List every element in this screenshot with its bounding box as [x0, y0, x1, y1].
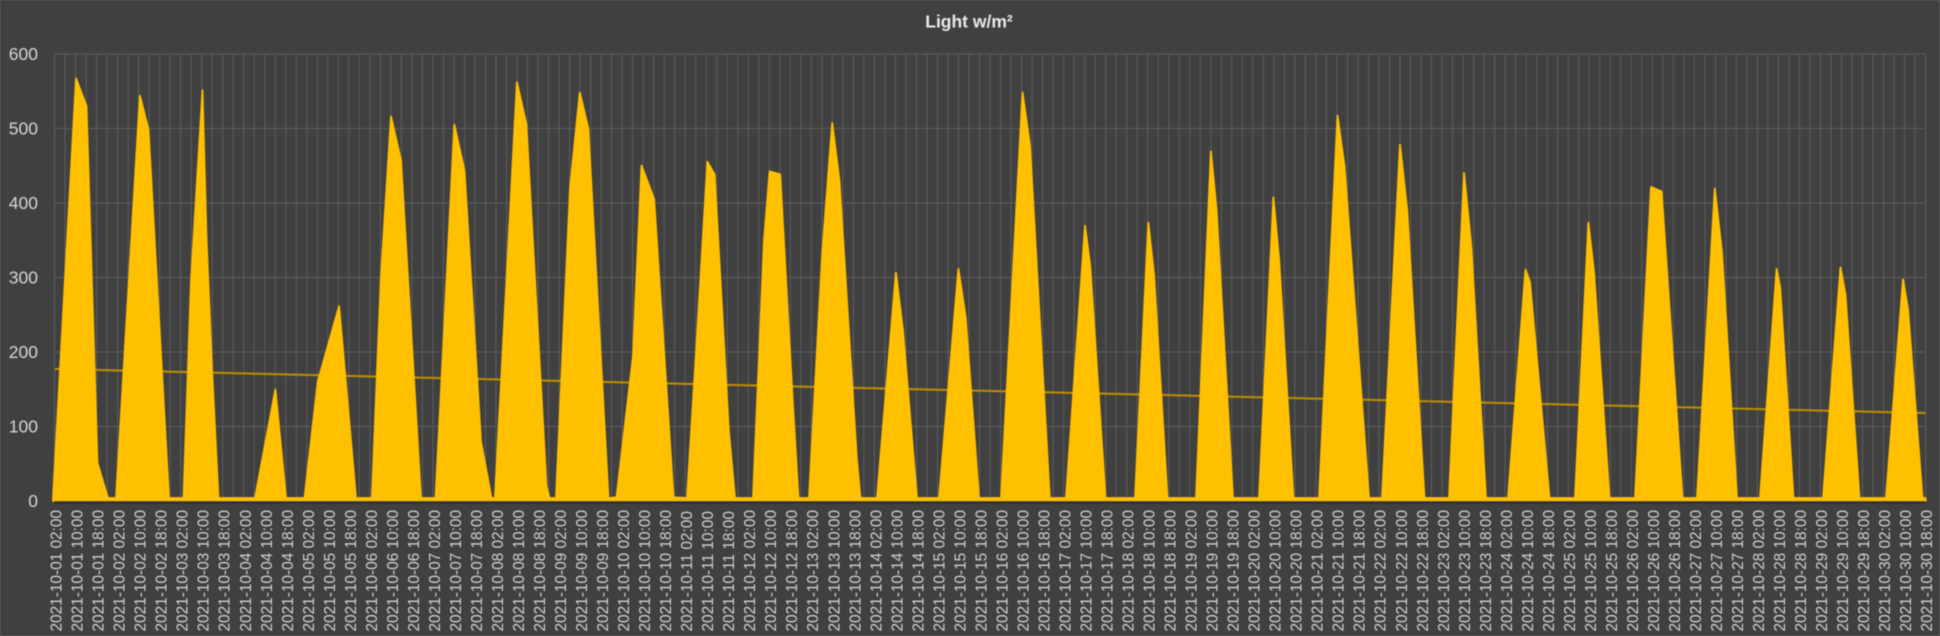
svg-text:2021-10-10 02:00: 2021-10-10 02:00 — [616, 510, 633, 632]
svg-text:2021-10-03 02:00: 2021-10-03 02:00 — [175, 510, 192, 632]
svg-text:2021-10-15 10:00: 2021-10-15 10:00 — [952, 510, 969, 632]
svg-text:2021-10-06 02:00: 2021-10-06 02:00 — [364, 510, 381, 632]
svg-text:2021-10-05 18:00: 2021-10-05 18:00 — [343, 510, 360, 632]
svg-text:2021-10-27 02:00: 2021-10-27 02:00 — [1688, 510, 1705, 632]
svg-text:2021-10-17 18:00: 2021-10-17 18:00 — [1100, 510, 1117, 632]
svg-text:2021-10-29 10:00: 2021-10-29 10:00 — [1835, 510, 1852, 632]
svg-text:2021-10-11 02:00: 2021-10-11 02:00 — [679, 511, 696, 631]
svg-text:2021-10-20 18:00: 2021-10-20 18:00 — [1289, 510, 1306, 632]
svg-text:2021-10-24 18:00: 2021-10-24 18:00 — [1541, 510, 1558, 632]
svg-text:2021-10-26 18:00: 2021-10-26 18:00 — [1667, 510, 1684, 632]
svg-text:2021-10-30 10:00: 2021-10-30 10:00 — [1898, 510, 1915, 632]
svg-text:2021-10-04 18:00: 2021-10-04 18:00 — [280, 510, 297, 632]
svg-text:2021-10-02 02:00: 2021-10-02 02:00 — [112, 510, 129, 632]
svg-text:2021-10-13 18:00: 2021-10-13 18:00 — [847, 510, 864, 632]
svg-text:2021-10-14 02:00: 2021-10-14 02:00 — [868, 510, 885, 632]
svg-text:2021-10-16 10:00: 2021-10-16 10:00 — [1015, 510, 1032, 632]
svg-text:2021-10-11 18:00: 2021-10-11 18:00 — [721, 511, 738, 631]
svg-text:2021-10-19 18:00: 2021-10-19 18:00 — [1226, 510, 1243, 632]
svg-text:2021-10-10 18:00: 2021-10-10 18:00 — [658, 510, 675, 632]
svg-text:2021-10-04 10:00: 2021-10-04 10:00 — [259, 510, 276, 632]
svg-text:2021-10-22 02:00: 2021-10-22 02:00 — [1373, 510, 1390, 632]
svg-text:2021-10-24 02:00: 2021-10-24 02:00 — [1499, 510, 1516, 632]
svg-text:2021-10-14 18:00: 2021-10-14 18:00 — [910, 510, 927, 632]
svg-text:2021-10-21 18:00: 2021-10-21 18:00 — [1352, 510, 1369, 632]
svg-text:2021-10-19 02:00: 2021-10-19 02:00 — [1184, 510, 1201, 632]
svg-text:2021-10-22 10:00: 2021-10-22 10:00 — [1394, 510, 1411, 632]
svg-text:2021-10-17 02:00: 2021-10-17 02:00 — [1058, 510, 1075, 632]
svg-text:2021-10-20 10:00: 2021-10-20 10:00 — [1268, 510, 1285, 632]
svg-text:2021-10-02 18:00: 2021-10-02 18:00 — [154, 510, 171, 632]
svg-text:300: 300 — [9, 267, 38, 287]
svg-text:2021-10-17 10:00: 2021-10-17 10:00 — [1079, 510, 1096, 632]
svg-text:2021-10-03 10:00: 2021-10-03 10:00 — [196, 510, 213, 632]
svg-text:2021-10-03 18:00: 2021-10-03 18:00 — [217, 510, 234, 632]
svg-text:2021-10-01 18:00: 2021-10-01 18:00 — [91, 510, 108, 632]
svg-text:2021-10-07 02:00: 2021-10-07 02:00 — [427, 510, 444, 632]
svg-text:2021-10-28 10:00: 2021-10-28 10:00 — [1772, 510, 1789, 632]
svg-text:2021-10-06 18:00: 2021-10-06 18:00 — [406, 510, 423, 632]
svg-text:2021-10-09 18:00: 2021-10-09 18:00 — [595, 510, 612, 632]
svg-text:2021-10-07 10:00: 2021-10-07 10:00 — [448, 510, 465, 632]
svg-text:2021-10-08 10:00: 2021-10-08 10:00 — [511, 510, 528, 632]
svg-text:2021-10-25 02:00: 2021-10-25 02:00 — [1562, 510, 1579, 632]
svg-text:2021-10-04 02:00: 2021-10-04 02:00 — [238, 510, 255, 632]
svg-text:2021-10-22 18:00: 2021-10-22 18:00 — [1415, 510, 1432, 632]
svg-text:2021-10-27 10:00: 2021-10-27 10:00 — [1709, 510, 1726, 632]
svg-text:Light w/m²: Light w/m² — [925, 12, 1013, 32]
svg-text:2021-10-28 18:00: 2021-10-28 18:00 — [1793, 510, 1810, 632]
svg-text:2021-10-25 10:00: 2021-10-25 10:00 — [1583, 510, 1600, 632]
svg-text:2021-10-21 10:00: 2021-10-21 10:00 — [1331, 510, 1348, 632]
svg-text:2021-10-09 10:00: 2021-10-09 10:00 — [574, 510, 591, 632]
svg-text:2021-10-28 02:00: 2021-10-28 02:00 — [1751, 510, 1768, 632]
svg-text:2021-10-12 18:00: 2021-10-12 18:00 — [784, 510, 801, 632]
svg-text:500: 500 — [9, 118, 38, 138]
svg-text:2021-10-01 02:00: 2021-10-01 02:00 — [49, 510, 66, 632]
svg-text:2021-10-16 18:00: 2021-10-16 18:00 — [1036, 510, 1053, 632]
svg-text:2021-10-29 18:00: 2021-10-29 18:00 — [1856, 510, 1873, 632]
svg-text:2021-10-12 02:00: 2021-10-12 02:00 — [742, 510, 759, 632]
svg-text:2021-10-23 18:00: 2021-10-23 18:00 — [1478, 510, 1495, 632]
svg-text:2021-10-08 02:00: 2021-10-08 02:00 — [490, 510, 507, 632]
svg-text:2021-10-07 18:00: 2021-10-07 18:00 — [469, 510, 486, 632]
svg-text:2021-10-20 02:00: 2021-10-20 02:00 — [1247, 510, 1264, 632]
svg-text:2021-10-18 02:00: 2021-10-18 02:00 — [1121, 510, 1138, 632]
svg-text:2021-10-02 10:00: 2021-10-02 10:00 — [133, 510, 150, 632]
svg-text:2021-10-25 18:00: 2021-10-25 18:00 — [1604, 510, 1621, 632]
svg-text:600: 600 — [9, 44, 38, 64]
svg-text:2021-10-27 18:00: 2021-10-27 18:00 — [1730, 510, 1747, 632]
svg-text:2021-10-14 10:00: 2021-10-14 10:00 — [889, 510, 906, 632]
svg-text:2021-10-06 10:00: 2021-10-06 10:00 — [385, 510, 402, 632]
svg-text:0: 0 — [28, 491, 38, 511]
svg-text:2021-10-11 10:00: 2021-10-11 10:00 — [700, 511, 717, 631]
svg-text:100: 100 — [9, 416, 38, 436]
svg-text:2021-10-26 02:00: 2021-10-26 02:00 — [1625, 510, 1642, 632]
svg-text:200: 200 — [9, 342, 38, 362]
svg-text:2021-10-12 10:00: 2021-10-12 10:00 — [763, 510, 780, 632]
svg-text:2021-10-13 10:00: 2021-10-13 10:00 — [826, 510, 843, 632]
svg-text:2021-10-29 02:00: 2021-10-29 02:00 — [1814, 510, 1831, 632]
svg-text:2021-10-13 02:00: 2021-10-13 02:00 — [805, 510, 822, 632]
svg-text:2021-10-16 02:00: 2021-10-16 02:00 — [994, 510, 1011, 632]
svg-text:2021-10-19 10:00: 2021-10-19 10:00 — [1205, 510, 1222, 632]
svg-text:2021-10-10 10:00: 2021-10-10 10:00 — [637, 510, 654, 632]
svg-text:2021-10-09 02:00: 2021-10-09 02:00 — [553, 510, 570, 632]
svg-text:2021-10-18 10:00: 2021-10-18 10:00 — [1142, 510, 1159, 632]
svg-text:400: 400 — [9, 193, 38, 213]
svg-text:2021-10-26 10:00: 2021-10-26 10:00 — [1646, 510, 1663, 632]
svg-text:2021-10-30 18:00: 2021-10-30 18:00 — [1919, 510, 1936, 632]
svg-text:2021-10-23 10:00: 2021-10-23 10:00 — [1457, 510, 1474, 632]
svg-text:2021-10-30 02:00: 2021-10-30 02:00 — [1877, 510, 1894, 632]
svg-text:2021-10-18 18:00: 2021-10-18 18:00 — [1163, 510, 1180, 632]
svg-text:2021-10-01 10:00: 2021-10-01 10:00 — [70, 510, 87, 632]
svg-text:2021-10-23 02:00: 2021-10-23 02:00 — [1436, 510, 1453, 632]
svg-text:2021-10-15 02:00: 2021-10-15 02:00 — [931, 510, 948, 632]
svg-text:2021-10-15 18:00: 2021-10-15 18:00 — [973, 510, 990, 632]
svg-text:2021-10-05 10:00: 2021-10-05 10:00 — [322, 510, 339, 632]
svg-text:2021-10-08 18:00: 2021-10-08 18:00 — [532, 510, 549, 632]
svg-text:2021-10-24 10:00: 2021-10-24 10:00 — [1520, 510, 1537, 632]
svg-text:2021-10-05 02:00: 2021-10-05 02:00 — [301, 510, 318, 632]
svg-text:2021-10-21 02:00: 2021-10-21 02:00 — [1310, 510, 1327, 632]
